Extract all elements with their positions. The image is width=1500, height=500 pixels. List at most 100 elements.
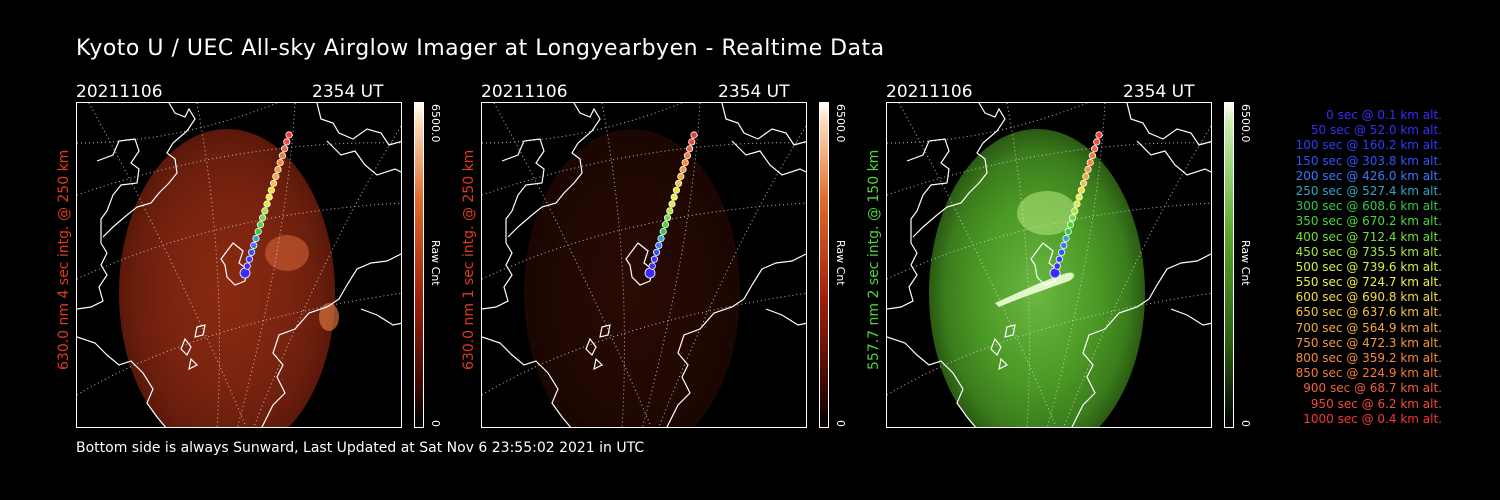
coastline bbox=[482, 336, 572, 427]
colorbar-3-max: 6500.0 bbox=[1239, 104, 1252, 143]
legend-entry: 250 sec @ 527.4 km alt. bbox=[1295, 183, 1442, 198]
trajectory-point bbox=[681, 158, 689, 167]
legend-entry: 400 sec @ 712.4 km alt. bbox=[1295, 229, 1442, 244]
trajectory-point bbox=[263, 200, 271, 208]
coastline bbox=[326, 140, 401, 176]
trajectory-point bbox=[281, 145, 289, 153]
trajectory-point bbox=[283, 138, 291, 146]
colorbar-1-max: 6500.0 bbox=[429, 104, 442, 143]
island-outline bbox=[990, 337, 1002, 357]
trajectory-point bbox=[1053, 262, 1061, 270]
coastline bbox=[887, 138, 950, 310]
trajectory-point bbox=[1093, 138, 1101, 146]
trajectory-point bbox=[664, 214, 672, 222]
coastline bbox=[360, 308, 401, 326]
coastline bbox=[1136, 140, 1211, 176]
colorbar-2-unit: Raw Cnt bbox=[834, 240, 847, 286]
trajectory-point bbox=[1084, 165, 1092, 174]
trajectory-point bbox=[688, 138, 696, 146]
trajectory-point bbox=[1088, 152, 1096, 160]
trajectory-point bbox=[653, 248, 661, 256]
airglow-disk bbox=[524, 129, 740, 427]
coastline bbox=[666, 253, 806, 427]
panel-3-time: 2354 UT bbox=[1123, 82, 1195, 102]
colorbar-green bbox=[1224, 102, 1234, 428]
trajectory-point bbox=[272, 172, 280, 181]
trajectory-point bbox=[1091, 145, 1099, 153]
trajectory-point bbox=[1073, 200, 1081, 208]
coastline bbox=[912, 103, 1006, 238]
trajectory-point bbox=[267, 186, 275, 194]
trajectory-point bbox=[254, 228, 262, 236]
island-outline bbox=[585, 337, 597, 357]
panel-2-ylabel: 630.0 nm 1 sec intg. @ 250 km bbox=[461, 149, 477, 370]
island-outline bbox=[180, 337, 192, 357]
legend-entry: 50 sec @ 52.0 km alt. bbox=[1310, 123, 1442, 138]
trajectory-point bbox=[1077, 186, 1085, 194]
island-outline bbox=[1030, 242, 1058, 286]
trajectory-point bbox=[252, 234, 260, 243]
trajectory-point bbox=[1086, 158, 1094, 167]
legend-entry: 450 sec @ 735.5 km alt. bbox=[1295, 244, 1442, 259]
colorbar-red-2 bbox=[819, 102, 829, 428]
trajectory-point bbox=[1066, 221, 1074, 229]
coastline bbox=[102, 103, 196, 238]
colorbar-3-min: 0 bbox=[1239, 420, 1252, 427]
trajectory-point bbox=[1060, 241, 1068, 249]
coastline bbox=[77, 138, 140, 310]
coastline bbox=[482, 138, 545, 310]
trajectory-point bbox=[1049, 267, 1061, 279]
coastline bbox=[887, 336, 977, 427]
island-outline bbox=[593, 357, 604, 371]
colorbar-2-min: 0 bbox=[834, 420, 847, 427]
trajectory-point bbox=[683, 152, 691, 160]
trajectory-point bbox=[1055, 255, 1063, 263]
panel-2-time: 2354 UT bbox=[718, 82, 790, 102]
trajectory-point bbox=[675, 179, 683, 187]
island-outline bbox=[998, 357, 1009, 371]
trajectory-point bbox=[668, 200, 676, 208]
island-outline bbox=[220, 242, 248, 286]
legend-entry: 650 sec @ 637.6 km alt. bbox=[1295, 305, 1442, 320]
legend-entry: 750 sec @ 472.3 km alt. bbox=[1295, 335, 1442, 350]
trajectory-point bbox=[1082, 172, 1090, 181]
legend-entry: 100 sec @ 160.2 km alt. bbox=[1295, 138, 1442, 153]
trajectory-point bbox=[655, 241, 663, 249]
colorbar-3-unit: Raw Cnt bbox=[1239, 240, 1252, 286]
trajectory-point bbox=[278, 152, 286, 160]
colorbar-1-unit: Raw Cnt bbox=[429, 240, 442, 286]
trajectory-point bbox=[1064, 228, 1072, 236]
panel-1-time: 2354 UT bbox=[312, 82, 384, 102]
trajectory-legend: 0 sec @ 0.1 km alt. 50 sec @ 52.0 km alt.… bbox=[1262, 108, 1442, 427]
legend-entry: 900 sec @ 68.7 km alt. bbox=[1303, 381, 1442, 396]
panel-1-ylabel: 630.0 nm 4 sec intg. @ 250 km bbox=[56, 149, 72, 370]
legend-entry: 0 sec @ 0.1 km alt. bbox=[1326, 108, 1442, 122]
colorbar-2-max: 6500.0 bbox=[834, 104, 847, 143]
panel-3-ylabel: 557.7 nm 2 sec intg. @ 150 km bbox=[866, 149, 882, 370]
island-outline bbox=[599, 324, 611, 338]
trajectory-point bbox=[245, 255, 253, 263]
legend-entry: 550 sec @ 724.7 km alt. bbox=[1295, 275, 1442, 290]
island-outline bbox=[625, 242, 653, 286]
trajectory-point bbox=[1080, 179, 1088, 187]
legend-entry: 500 sec @ 739.6 km alt. bbox=[1295, 259, 1442, 274]
airglow-patch bbox=[265, 235, 309, 271]
legend-entry: 800 sec @ 359.2 km alt. bbox=[1295, 351, 1442, 365]
coastline bbox=[1170, 308, 1211, 326]
allsky-image-630nm-1sec bbox=[481, 102, 807, 428]
trajectory-point bbox=[1069, 214, 1077, 222]
coastline bbox=[507, 103, 601, 238]
trajectory-point bbox=[659, 228, 667, 236]
legend-entry: 600 sec @ 690.8 km alt. bbox=[1295, 290, 1442, 305]
legend-entry: 950 sec @ 6.2 km alt. bbox=[1310, 396, 1442, 411]
panel-3-date: 20211106 bbox=[886, 82, 973, 102]
coastline bbox=[721, 103, 806, 146]
trajectory-point bbox=[1071, 207, 1079, 215]
trajectory-point bbox=[261, 207, 269, 215]
trajectory-point bbox=[644, 267, 656, 279]
island-outline bbox=[188, 357, 199, 371]
panel-2-date: 20211106 bbox=[481, 82, 568, 102]
island-outline bbox=[194, 324, 206, 338]
trajectory-point bbox=[648, 262, 656, 270]
airglow-patch bbox=[319, 303, 339, 331]
